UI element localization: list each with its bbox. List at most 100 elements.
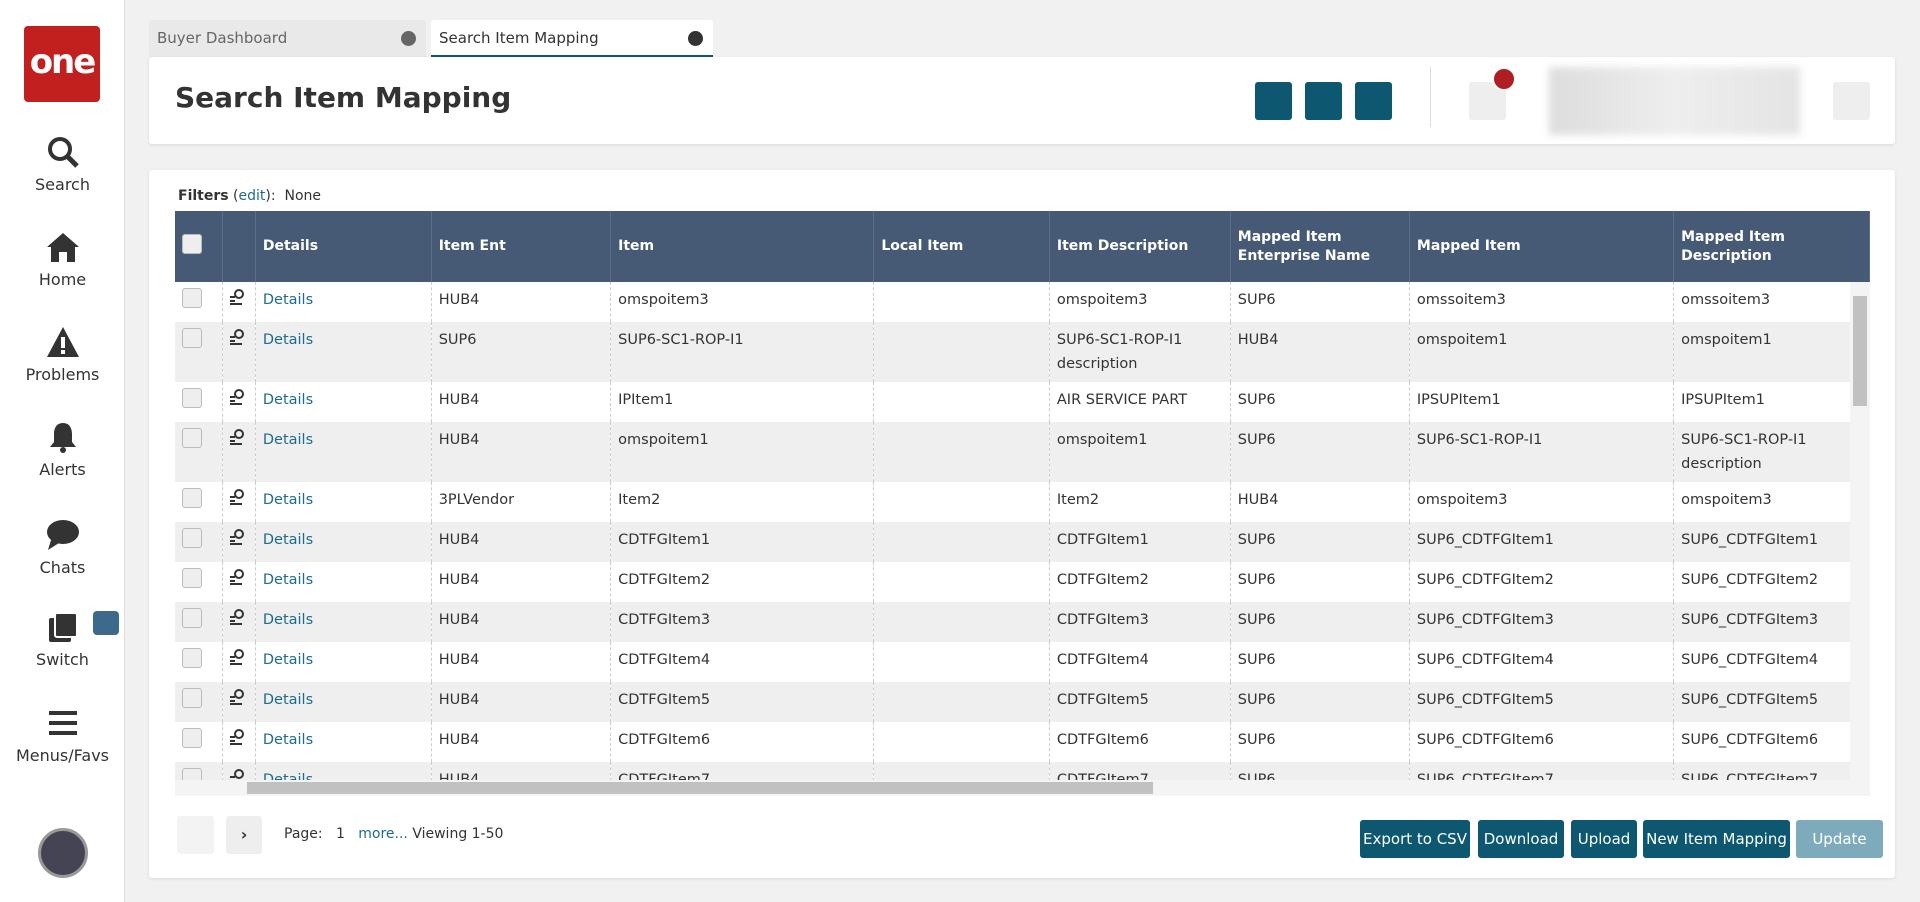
row-icon[interactable]: [223, 682, 256, 722]
row-select[interactable]: [175, 522, 223, 562]
cell: CDTFGItem1: [611, 522, 874, 562]
more-pages[interactable]: more...: [358, 826, 408, 842]
nav-chats[interactable]: Chats: [0, 518, 125, 577]
refresh-button[interactable]: [1305, 82, 1342, 120]
logo[interactable]: one: [24, 26, 100, 102]
cell: Details: [255, 522, 431, 562]
column-header[interactable]: Local Item: [874, 211, 1050, 282]
h-thumb[interactable]: [247, 782, 1153, 794]
row-icon[interactable]: [223, 602, 256, 642]
favorite-button[interactable]: [1255, 82, 1292, 120]
user-dropdown[interactable]: [1833, 82, 1870, 120]
nav-home[interactable]: Home: [0, 230, 125, 289]
row-select[interactable]: [175, 562, 223, 602]
upload-button[interactable]: Upload: [1571, 820, 1637, 858]
cell-text: SUP6_CDTFGItem7: [1417, 772, 1554, 780]
cell: SUP6: [1230, 282, 1409, 322]
details-link[interactable]: Details: [263, 392, 313, 408]
row-icon[interactable]: [223, 382, 256, 422]
close-button[interactable]: [1355, 82, 1392, 120]
row-icon[interactable]: [223, 482, 256, 522]
details-link[interactable]: Details: [263, 332, 313, 348]
nav-problems[interactable]: Problems: [0, 325, 125, 384]
row-select[interactable]: [175, 422, 223, 482]
next-page[interactable]: ›: [226, 816, 262, 854]
row-icon[interactable]: [223, 762, 256, 780]
cell-text: SUP6-SC1-ROP-I1: [618, 332, 743, 348]
nav-label: Alerts: [39, 460, 85, 479]
nav-search[interactable]: Search: [0, 135, 125, 194]
row-select[interactable]: [175, 722, 223, 762]
cell: SUP6_CDTFGItem2: [1674, 562, 1870, 602]
details-link[interactable]: Details: [263, 692, 313, 708]
cell-empty: [874, 322, 1050, 382]
details-link[interactable]: Details: [263, 612, 313, 628]
details-link[interactable]: Details: [263, 532, 313, 548]
row-icon[interactable]: [223, 282, 256, 322]
h-scrollbar[interactable]: [175, 780, 1870, 796]
row-icon[interactable]: [223, 562, 256, 602]
row-icon[interactable]: [223, 642, 256, 682]
cell-text: SUP6-SC1-ROP-I1: [1417, 432, 1542, 448]
cell-text: CDTFGItem4: [618, 652, 710, 668]
filters-value: None: [285, 188, 322, 204]
details-link[interactable]: Details: [263, 652, 313, 668]
row-select[interactable]: [175, 282, 223, 322]
cell: CDTFGItem7: [611, 762, 874, 780]
row-select[interactable]: [175, 382, 223, 422]
details-link[interactable]: Details: [263, 732, 313, 748]
cell-text: CDTFGItem2: [1057, 572, 1149, 588]
cell-text: HUB4: [439, 772, 480, 780]
details-link[interactable]: Details: [263, 772, 313, 780]
tab-active[interactable]: Search Item Mapping: [431, 20, 713, 57]
cell-empty: [874, 282, 1050, 322]
cell: SUP6: [1230, 522, 1409, 562]
column-header[interactable]: Details: [255, 211, 431, 282]
update-button[interactable]: Update: [1796, 820, 1883, 858]
details-link[interactable]: Details: [263, 292, 313, 308]
row-select[interactable]: [175, 482, 223, 522]
column-header[interactable]: Mapped Item: [1409, 211, 1673, 282]
tab-close[interactable]: [688, 31, 703, 46]
row-icon[interactable]: [223, 422, 256, 482]
avatar[interactable]: [38, 828, 88, 878]
new-item-mapping-button[interactable]: New Item Mapping: [1643, 820, 1790, 858]
v-scrollbar[interactable]: [1850, 282, 1870, 780]
filters-edit[interactable]: edit: [239, 188, 266, 204]
row-select[interactable]: [175, 682, 223, 722]
details-link[interactable]: Details: [263, 492, 313, 508]
column-header[interactable]: Item Ent: [431, 211, 610, 282]
download-button[interactable]: Download: [1478, 820, 1564, 858]
row-select[interactable]: [175, 322, 223, 382]
row-icon[interactable]: [223, 722, 256, 762]
tab-close[interactable]: [401, 31, 416, 46]
cell-text: SUP6_CDTFGItem4: [1681, 652, 1818, 668]
cell: IPSUPItem1: [1409, 382, 1673, 422]
row-select[interactable]: [175, 602, 223, 642]
details-link[interactable]: Details: [263, 572, 313, 588]
export-csv-button[interactable]: Export to CSV: [1360, 820, 1470, 858]
column-header[interactable]: Mapped Item Description: [1674, 211, 1870, 282]
column-header[interactable]: Item: [611, 211, 874, 282]
column-header[interactable]: Mapped Item Enterprise Name: [1230, 211, 1409, 282]
prev-page[interactable]: [177, 816, 214, 854]
cell-empty: [874, 602, 1050, 642]
cell-empty: [874, 682, 1050, 722]
tab-label: Search Item Mapping: [439, 29, 599, 47]
details-link[interactable]: Details: [263, 432, 313, 448]
tab[interactable]: Buyer Dashboard: [149, 20, 426, 57]
row-icon[interactable]: [223, 322, 256, 382]
table-row: DetailsHUB4CDTFGItem4CDTFGItem4SUP6SUP6_…: [175, 642, 1870, 682]
table-row: DetailsHUB4CDTFGItem6CDTFGItem6SUP6SUP6_…: [175, 722, 1870, 762]
cell-text: CDTFGItem1: [618, 532, 710, 548]
cell: SUP6_CDTFGItem7: [1674, 762, 1870, 780]
nav-alerts[interactable]: Alerts: [0, 420, 125, 479]
column-header[interactable]: Item Description: [1049, 211, 1230, 282]
row-select[interactable]: [175, 642, 223, 682]
row-select[interactable]: [175, 762, 223, 780]
v-thumb[interactable]: [1853, 296, 1867, 406]
sidebar: one Search Home Problems Alerts Chats Sw…: [0, 0, 125, 902]
nav-menus[interactable]: Menus/Favs: [0, 706, 125, 765]
row-icon[interactable]: [223, 522, 256, 562]
select-all[interactable]: [175, 211, 223, 282]
